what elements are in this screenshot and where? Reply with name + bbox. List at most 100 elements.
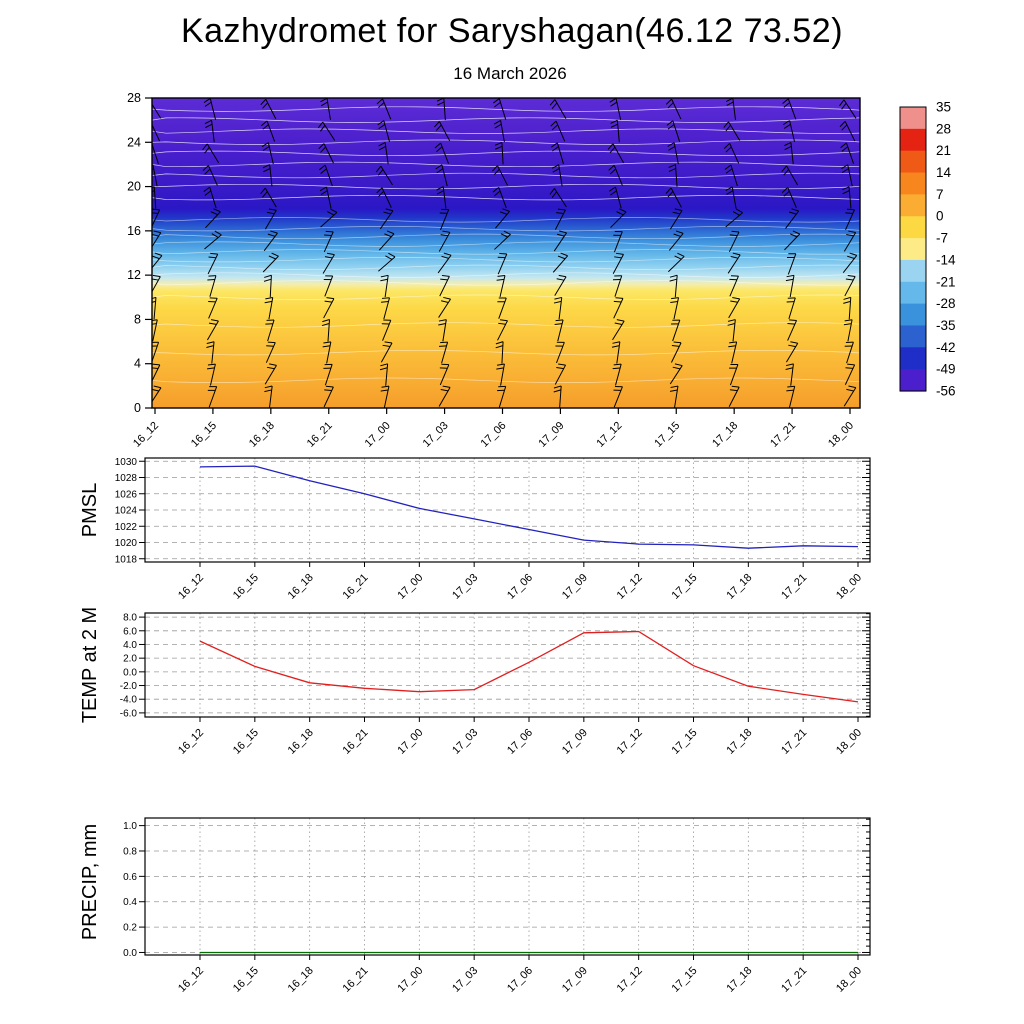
svg-text:17_06: 17_06	[505, 965, 535, 995]
svg-text:1026: 1026	[115, 489, 138, 500]
svg-text:0: 0	[936, 209, 944, 224]
cross-section-chart: 0 4 8 12 16 20 24 28 16_12 16_15 16_18 16_21 17_00 17…	[127, 91, 861, 450]
svg-text:0.0: 0.0	[123, 948, 137, 959]
svg-text:17_15: 17_15	[670, 727, 700, 757]
svg-text:17_18: 17_18	[724, 727, 754, 757]
svg-text:18_00: 18_00	[834, 572, 864, 602]
svg-text:8.0: 8.0	[123, 613, 137, 624]
date-subtitle: 16 March 2026	[453, 64, 567, 83]
svg-text:0.2: 0.2	[123, 923, 137, 934]
svg-text:-28: -28	[936, 296, 956, 311]
svg-text:17_00: 17_00	[363, 420, 393, 450]
svg-text:17_21: 17_21	[779, 965, 809, 995]
svg-text:17_12: 17_12	[615, 727, 645, 757]
svg-text:17_12: 17_12	[615, 965, 645, 995]
svg-text:4: 4	[134, 357, 141, 371]
svg-text:-21: -21	[936, 274, 956, 289]
svg-text:4.0: 4.0	[123, 640, 137, 651]
precip-chart: 0.0 0.2 0.4 0.6 0.8 1.0 16_12 16_15 16_18 16_21 17…	[123, 817, 871, 995]
svg-text:16_18: 16_18	[286, 727, 316, 757]
svg-text:24: 24	[127, 135, 141, 149]
svg-text:17_15: 17_15	[652, 420, 682, 450]
svg-text:7: 7	[936, 187, 944, 202]
svg-text:21: 21	[936, 143, 951, 158]
svg-text:16_12: 16_12	[176, 572, 206, 602]
svg-text:16_15: 16_15	[231, 727, 261, 757]
svg-text:17_06: 17_06	[505, 727, 535, 757]
svg-text:14: 14	[936, 165, 952, 180]
svg-text:-49: -49	[936, 362, 956, 377]
svg-text:1022: 1022	[115, 522, 138, 533]
svg-text:17_15: 17_15	[670, 572, 700, 602]
svg-text:-6.0: -6.0	[120, 708, 138, 719]
svg-text:8: 8	[134, 312, 141, 326]
svg-text:16_21: 16_21	[341, 727, 371, 757]
svg-text:17_09: 17_09	[560, 572, 590, 602]
svg-text:2.0: 2.0	[123, 654, 137, 665]
svg-text:0.8: 0.8	[123, 846, 137, 857]
svg-text:35: 35	[936, 100, 951, 115]
svg-text:-56: -56	[936, 384, 956, 399]
svg-text:1020: 1020	[115, 538, 138, 549]
svg-text:28: 28	[127, 91, 141, 105]
svg-text:1030: 1030	[115, 457, 138, 468]
svg-text:17_03: 17_03	[450, 727, 480, 757]
svg-text:17_03: 17_03	[450, 572, 480, 602]
svg-text:17_09: 17_09	[560, 965, 590, 995]
svg-text:17_06: 17_06	[505, 572, 535, 602]
svg-text:16_15: 16_15	[231, 572, 261, 602]
svg-text:12: 12	[127, 268, 141, 282]
temp-chart: -6.0 -4.0 -2.0 0.0 2.0 4.0 6.0 8.0 16_12 16_15 16_…	[120, 612, 871, 757]
pmsl-chart: 1018 1020 1022 1024 1026 1028 1030 16_12 16_15 16…	[115, 457, 871, 602]
svg-text:16_18: 16_18	[247, 420, 277, 450]
svg-text:17_21: 17_21	[779, 572, 809, 602]
svg-text:17_18: 17_18	[724, 572, 754, 602]
svg-text:16_21: 16_21	[305, 420, 335, 450]
svg-text:16_15: 16_15	[231, 965, 261, 995]
svg-text:6.0: 6.0	[123, 626, 137, 637]
svg-text:16_15: 16_15	[189, 420, 219, 450]
svg-text:-14: -14	[936, 252, 956, 267]
svg-text:17_00: 17_00	[395, 572, 425, 602]
svg-text:0.0: 0.0	[123, 667, 137, 678]
svg-text:17_18: 17_18	[724, 965, 754, 995]
svg-text:17_03: 17_03	[450, 965, 480, 995]
svg-text:0: 0	[134, 401, 141, 415]
svg-text:17_21: 17_21	[779, 727, 809, 757]
svg-text:17_09: 17_09	[536, 420, 566, 450]
svg-text:16_12: 16_12	[176, 727, 206, 757]
svg-text:28: 28	[936, 121, 951, 136]
svg-text:20: 20	[127, 180, 141, 194]
svg-text:-42: -42	[936, 340, 956, 355]
svg-text:17_12: 17_12	[594, 420, 624, 450]
svg-text:17_18: 17_18	[710, 420, 740, 450]
svg-text:16_12: 16_12	[176, 965, 206, 995]
svg-text:17_12: 17_12	[615, 572, 645, 602]
svg-text:0.4: 0.4	[123, 897, 137, 908]
svg-text:1.0: 1.0	[123, 821, 137, 832]
svg-text:17_15: 17_15	[670, 965, 700, 995]
svg-text:17_21: 17_21	[768, 420, 798, 450]
svg-text:1018: 1018	[115, 554, 138, 565]
colorbar: 35 28 21 14 7 0 -7 -14 -21 -28 -35 -42 -49 -56	[899, 100, 956, 399]
svg-text:16_21: 16_21	[341, 965, 371, 995]
svg-text:17_03: 17_03	[421, 420, 451, 450]
svg-text:-35: -35	[936, 318, 956, 333]
svg-text:17_06: 17_06	[479, 420, 509, 450]
svg-text:16: 16	[127, 224, 141, 238]
svg-text:0.6: 0.6	[123, 872, 137, 883]
svg-text:16_18: 16_18	[286, 965, 316, 995]
svg-text:18_00: 18_00	[834, 727, 864, 757]
svg-text:17_09: 17_09	[560, 727, 590, 757]
page-title: Kazhydromet for Saryshagan(46.12 73.52)	[180, 12, 844, 50]
svg-text:1028: 1028	[115, 473, 138, 484]
svg-text:18_00: 18_00	[826, 420, 856, 450]
svg-text:18_00: 18_00	[834, 965, 864, 995]
svg-text:-2.0: -2.0	[120, 681, 138, 692]
svg-text:17_00: 17_00	[395, 965, 425, 995]
svg-text:16_12: 16_12	[131, 420, 161, 450]
svg-text:16_21: 16_21	[341, 572, 371, 602]
svg-text:16_18: 16_18	[286, 572, 316, 602]
svg-text:17_00: 17_00	[395, 727, 425, 757]
